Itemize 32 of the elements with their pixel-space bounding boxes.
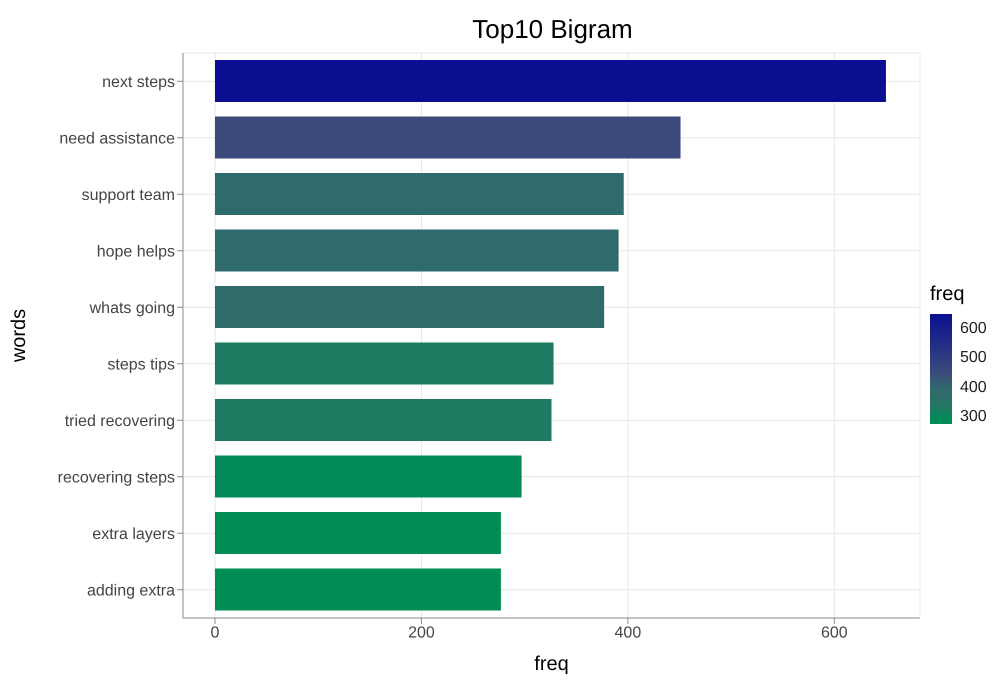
x-tick-label: 400: [614, 624, 642, 642]
bar: [215, 456, 522, 498]
y-axis-title: words: [8, 308, 30, 364]
x-tick-label: 200: [408, 624, 435, 642]
y-tick-label: tried recovering: [64, 412, 175, 430]
x-tick-label: 600: [820, 624, 848, 642]
y-tick-label: need assistance: [59, 130, 176, 148]
bar: [215, 60, 886, 102]
y-tick-label: whats going: [88, 300, 175, 317]
bar: [215, 512, 501, 554]
bar: [215, 286, 604, 328]
bar: [215, 568, 501, 610]
x-tick-label: 0: [210, 624, 220, 642]
x-axis-title: freq: [534, 653, 569, 675]
bar: [215, 173, 624, 215]
color-bar-label: 300: [960, 408, 987, 426]
y-tick-label: steps tips: [107, 356, 175, 374]
bar: [215, 399, 552, 441]
color-bar-label: 400: [960, 378, 987, 397]
y-tick-label: support team: [82, 186, 175, 204]
y-tick-label: hope helps: [96, 243, 175, 260]
y-tick-label: recovering steps: [58, 469, 175, 486]
bar: [215, 342, 554, 384]
color-bar-label: 600: [960, 320, 987, 338]
y-tick-label: extra layers: [92, 526, 175, 543]
y-tick-label: next steps: [102, 74, 175, 91]
color-bar-title: freq: [930, 283, 964, 306]
chart-title: Top10 Bigram: [471, 14, 634, 45]
y-tick-label: adding extra: [86, 582, 176, 600]
bar: [215, 230, 619, 272]
bar: [215, 116, 681, 158]
color-bar-label: 500: [960, 349, 987, 368]
